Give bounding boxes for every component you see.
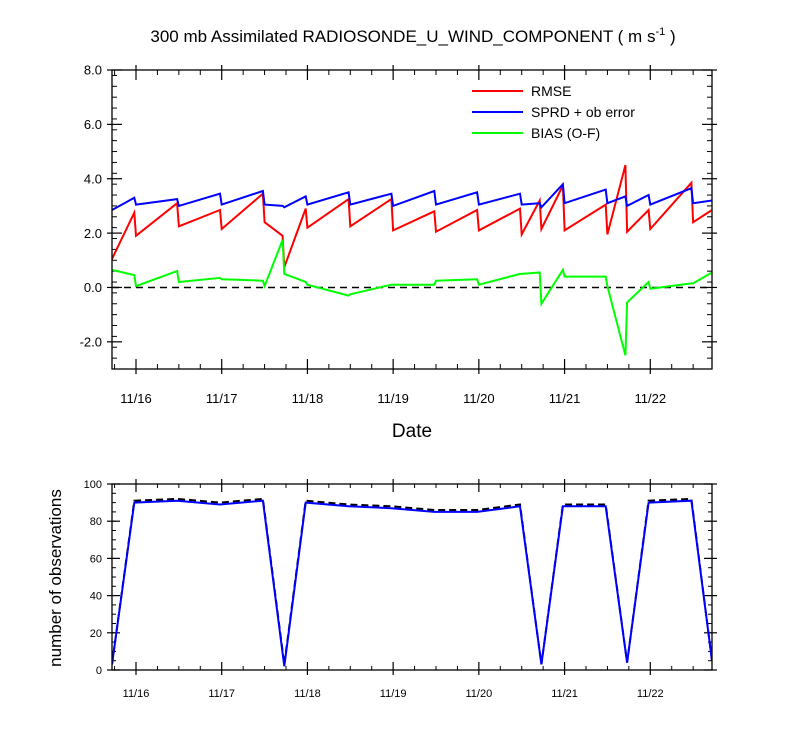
- bottom-plot-area: 11/16 11/17 11/18 11/19 11/20 11/21 11/22 0 20 40…: [84, 479, 717, 700]
- top-chart: 300 mb Assimilated RADIOSONDE_U_WIND_COM…: [80, 26, 717, 442]
- y-tick-label: 100: [84, 479, 102, 491]
- chart-title-main: 300 mb Assimilated RADIOSONDE_U_WIND_COM…: [150, 27, 655, 46]
- legend: RMSE SPRD + ob error BIAS (O-F): [472, 83, 635, 141]
- legend-label: RMSE: [531, 83, 571, 99]
- series-group: [112, 497, 712, 667]
- y-tick-label: 4.0: [84, 171, 102, 186]
- series-line-sprd-ob-error: [112, 181, 712, 211]
- x-tick-label: 11/18: [292, 391, 324, 406]
- series-line-assimilated-observations: [112, 499, 712, 667]
- plot-frame: [111, 69, 713, 370]
- series-line-possible-observations: [112, 497, 712, 665]
- legend-label: SPRD + ob error: [531, 104, 635, 120]
- x-tick-label: 11/19: [380, 688, 407, 700]
- y-tick-label: 2.0: [84, 226, 102, 241]
- x-tick-label: 11/16: [120, 391, 152, 406]
- x-tick-label: 11/20: [465, 688, 492, 700]
- series-line-bias-o-f: [112, 239, 712, 356]
- y-tick-label: 80: [90, 516, 102, 528]
- y-tick-label: 8.0: [84, 63, 102, 78]
- y-axis-label-observations: number of observations: [46, 489, 65, 667]
- y-tick-label: 6.0: [84, 117, 102, 132]
- y-tick-label: 0.0: [84, 280, 102, 295]
- x-tick-label: 11/19: [377, 391, 409, 406]
- y-tick-label: -2.0: [80, 334, 102, 349]
- x-tick-label: 11/17: [206, 391, 238, 406]
- x-tick-label: 11/18: [294, 688, 321, 700]
- y-tick-label: 0: [96, 665, 102, 677]
- chart-title: 300 mb Assimilated RADIOSONDE_U_WIND_COM…: [150, 26, 675, 46]
- y-tick-label: 60: [90, 553, 102, 565]
- x-axis-label: Date: [392, 421, 432, 442]
- top-plot-area: 11/16 11/17 11/18 11/19 11/20 11/21 11/22 8.0 6.…: [80, 63, 717, 406]
- x-tick-label: 11/22: [637, 688, 664, 700]
- x-tick-label: 11/20: [463, 391, 495, 406]
- x-minor-ticks: [114, 70, 694, 369]
- y-tick-label: 40: [90, 591, 102, 603]
- chart-title-close: ): [665, 27, 675, 46]
- x-tick-label: 11/17: [208, 688, 235, 700]
- x-minor-ticks: [114, 484, 694, 670]
- x-tick-label: 11/16: [123, 688, 150, 700]
- series-group: [112, 164, 712, 356]
- series-line-rmse: [112, 164, 712, 268]
- bottom-chart: 11/16 11/17 11/18 11/19 11/20 11/21 11/22 0 20 40…: [46, 479, 717, 700]
- chart-title-units-exponent: -1: [655, 26, 665, 38]
- y-tick-label: 20: [90, 628, 102, 640]
- legend-label: BIAS (O-F): [531, 125, 600, 141]
- plot-frame: [111, 483, 713, 671]
- x-tick-label: 11/21: [549, 391, 581, 406]
- x-tick-label: 11/22: [634, 391, 666, 406]
- x-tick-label: 11/21: [551, 688, 578, 700]
